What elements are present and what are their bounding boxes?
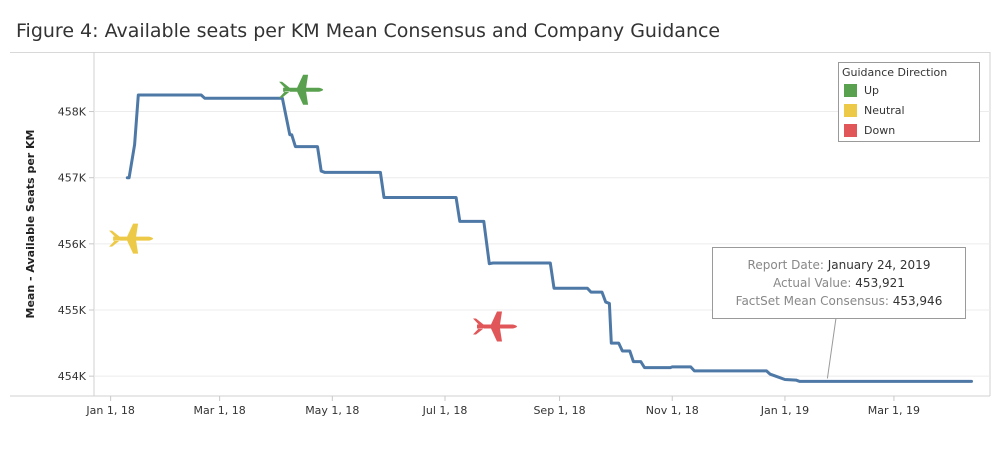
y-tick-label-2: 456K [58, 238, 87, 251]
x-tick-label-6: Jan 1, 19 [760, 404, 809, 417]
tooltip-consensus: FactSet Mean Consensus: 453,946 [713, 294, 965, 308]
x-tick-label-1: Mar 1, 18 [193, 404, 245, 417]
y-tick-label-0: 454K [58, 370, 87, 383]
airplane-icon-up[interactable] [279, 74, 324, 105]
legend: Guidance Direction Up Neutral Down [838, 62, 980, 142]
x-tick-label-0: Jan 1, 18 [85, 404, 134, 417]
legend-label-neutral: Neutral [864, 104, 905, 117]
tooltip-report-date-label: Report Date: [747, 258, 824, 272]
tooltip-report-date: Report Date: January 24, 2019 [713, 258, 965, 272]
y-tick-label-4: 458K [58, 106, 87, 119]
y-tick-label-3: 457K [58, 172, 87, 185]
airplane-icon-down[interactable] [473, 311, 517, 342]
tooltip-consensus-value: 453,946 [892, 294, 943, 308]
tooltip: Report Date: January 24, 2019 Actual Val… [712, 247, 966, 319]
x-tick-label-5: Nov 1, 18 [646, 404, 699, 417]
guidance-markers [109, 74, 517, 342]
x-tick-label-7: Mar 1, 19 [868, 404, 920, 417]
tooltip-actual: Actual Value: 453,921 [713, 276, 965, 290]
series-group [125, 93, 973, 383]
y-tick-labels: 454K 455K 456K 457K 458K [58, 106, 94, 383]
legend-label-down: Down [864, 124, 896, 137]
series-line-0[interactable] [125, 93, 973, 383]
tooltip-leader-line [826, 317, 837, 379]
chart-title: Figure 4: Available seats per KM Mean Co… [16, 20, 721, 42]
x-tick-label-3: Jul 1, 18 [422, 404, 468, 417]
tooltip-actual-label: Actual Value: [773, 276, 852, 290]
x-tick-labels: Jan 1, 18 Mar 1, 18 May 1, 18 Jul 1, 18 Sep … [85, 396, 920, 417]
legend-swatch-up [844, 84, 857, 97]
tooltip-actual-value: 453,921 [855, 276, 905, 290]
airplane-icon-neutral[interactable] [109, 223, 154, 254]
y-axis-label: Mean - Available Seats per KM [24, 130, 37, 319]
legend-title: Guidance Direction [842, 66, 948, 79]
y-tick-label-1: 455K [58, 304, 87, 317]
legend-swatch-neutral [844, 104, 857, 117]
frame-divider [10, 52, 990, 53]
legend-swatch-down [844, 124, 857, 137]
gridlines [94, 111, 990, 377]
tooltip-report-date-value: January 24, 2019 [827, 258, 931, 272]
legend-label-up: Up [864, 84, 880, 97]
tooltip-consensus-label: FactSet Mean Consensus: [735, 294, 889, 308]
x-tick-label-4: Sep 1, 18 [533, 404, 585, 417]
x-tick-label-2: May 1, 18 [305, 404, 359, 417]
